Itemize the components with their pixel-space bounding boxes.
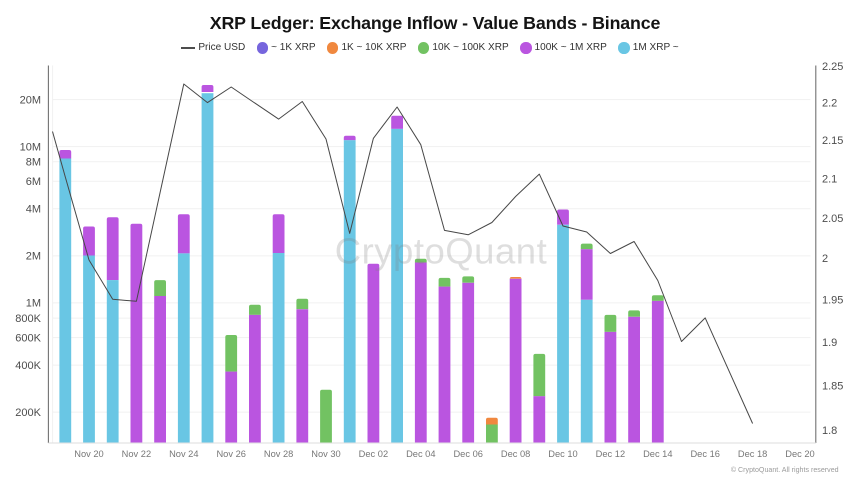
svg-text:6M: 6M [26, 176, 41, 188]
svg-text:1.8: 1.8 [822, 425, 837, 437]
svg-text:20M: 20M [20, 94, 41, 106]
svg-text:1.9: 1.9 [822, 337, 837, 349]
svg-text:4M: 4M [26, 204, 41, 216]
svg-text:2M: 2M [26, 251, 41, 263]
svg-text:Dec 02: Dec 02 [359, 449, 388, 459]
svg-text:2.2: 2.2 [822, 98, 837, 110]
svg-text:2.25: 2.25 [822, 61, 843, 73]
svg-text:Nov 28: Nov 28 [264, 449, 293, 459]
svg-text:Dec 04: Dec 04 [406, 449, 435, 459]
svg-text:Nov 26: Nov 26 [216, 449, 245, 459]
svg-text:1.85: 1.85 [822, 380, 843, 392]
svg-text:Dec 12: Dec 12 [596, 449, 625, 459]
svg-text:Nov 30: Nov 30 [311, 449, 340, 459]
svg-text:400K: 400K [15, 360, 41, 372]
svg-text:10M: 10M [20, 141, 41, 153]
svg-text:XRP Ledger: Exchange Inflow -: XRP Ledger: Exchange Inflow - Value Band… [210, 13, 661, 33]
svg-text:Dec 10: Dec 10 [548, 449, 577, 459]
svg-text:Nov 20: Nov 20 [74, 449, 103, 459]
svg-text:8M: 8M [26, 157, 41, 169]
svg-text:Nov 24: Nov 24 [169, 449, 198, 459]
svg-text:CryptoQuant: CryptoQuant [335, 231, 547, 272]
svg-text:Nov 22: Nov 22 [122, 449, 151, 459]
svg-text:2.1: 2.1 [822, 173, 837, 185]
svg-text:Dec 20: Dec 20 [785, 449, 814, 459]
svg-text:200K: 200K [15, 407, 41, 419]
svg-text:© CryptoQuant. All rights rese: © CryptoQuant. All rights reserved [731, 466, 839, 474]
svg-text:1M: 1M [26, 298, 41, 310]
svg-text:600K: 600K [15, 332, 41, 344]
svg-text:2.05: 2.05 [822, 213, 843, 225]
svg-text:Dec 18: Dec 18 [738, 449, 767, 459]
svg-text:Dec 06: Dec 06 [453, 449, 482, 459]
svg-text:Dec 16: Dec 16 [690, 449, 719, 459]
svg-text:2.15: 2.15 [822, 135, 843, 147]
svg-text:Dec 14: Dec 14 [643, 449, 672, 459]
svg-text:2: 2 [822, 253, 828, 265]
svg-text:1.95: 1.95 [822, 294, 843, 306]
svg-text:Dec 08: Dec 08 [501, 449, 530, 459]
svg-text:800K: 800K [15, 313, 41, 325]
